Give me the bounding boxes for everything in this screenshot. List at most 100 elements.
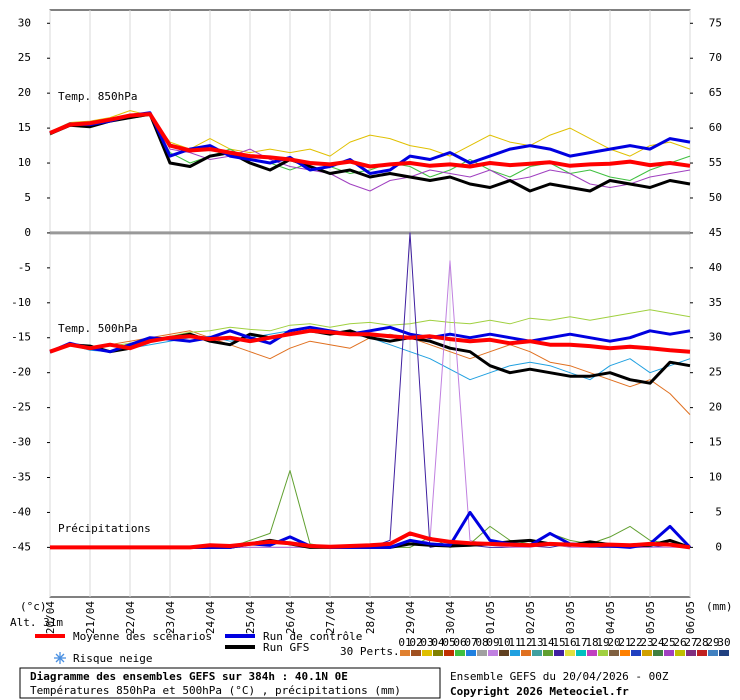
perturbation-swatch xyxy=(543,650,553,656)
x-tick-label: 26/04 xyxy=(284,601,297,634)
x-tick-label: 30/04 xyxy=(444,601,457,634)
perturbation-swatch xyxy=(598,650,608,656)
perturbation-swatch xyxy=(499,650,509,656)
perturbation-number: 13 xyxy=(530,636,543,649)
chart-subtitle: Températures 850hPa et 500hPa (°C) , pré… xyxy=(30,684,401,697)
perturbation-swatch xyxy=(422,650,432,656)
perturbation-number: 06 xyxy=(453,636,466,649)
series-line xyxy=(49,112,691,169)
perturbation-number: 01 xyxy=(398,636,411,649)
perturbation-swatch xyxy=(400,650,410,656)
x-tick-label: 21/04 xyxy=(84,601,97,634)
altitude: Alt. 31m xyxy=(10,616,63,629)
y-tick-label: 5 xyxy=(24,191,31,204)
perturbation-swatch xyxy=(642,650,652,656)
x-tick-label: 03/05 xyxy=(564,601,577,634)
y-axis-label: (°c) xyxy=(20,600,47,613)
snow-icon xyxy=(54,652,66,664)
perturbation-swatch xyxy=(587,650,597,656)
perturbation-number: 10 xyxy=(497,636,510,649)
x-tick-label: 29/04 xyxy=(404,601,417,634)
series-line xyxy=(49,328,691,354)
perturbation-swatch xyxy=(664,650,674,656)
perturbation-number: 03 xyxy=(420,636,433,649)
y2-tick-label: 10 xyxy=(709,471,722,484)
panel-label: Temp. 500hPa xyxy=(58,322,137,335)
perturbation-swatch xyxy=(697,650,707,656)
perturbation-number: 28 xyxy=(695,636,708,649)
perturbation-number: 29 xyxy=(706,636,719,649)
perturbation-number: 04 xyxy=(431,636,445,649)
perturbation-number: 16 xyxy=(563,636,576,649)
x-tick-label: 28/04 xyxy=(364,601,377,634)
perturbation-swatch xyxy=(631,650,641,656)
x-tick-label: 01/05 xyxy=(484,601,497,634)
perturbation-number: 19 xyxy=(596,636,609,649)
y2-tick-label: 60 xyxy=(709,121,722,134)
y-tick-label: -40 xyxy=(11,505,31,518)
y2-axis-label: (mm) xyxy=(706,600,733,613)
y-tick-label: 10 xyxy=(18,156,31,169)
perturbation-swatch xyxy=(488,650,498,656)
perturbation-number: 02 xyxy=(409,636,422,649)
y2-tick-label: 30 xyxy=(709,331,722,344)
title-box xyxy=(19,667,441,699)
perturbation-number: 07 xyxy=(464,636,477,649)
perturbation-number: 25 xyxy=(662,636,675,649)
perturbation-number: 23 xyxy=(640,636,653,649)
y-tick-label: -35 xyxy=(11,471,31,484)
perturbation-number: 21 xyxy=(618,636,631,649)
perturbation-swatch xyxy=(466,650,476,656)
y2-tick-label: 40 xyxy=(709,261,722,274)
x-tick-label: 23/04 xyxy=(164,601,177,634)
x-tick-label: 27/04 xyxy=(324,601,337,634)
grid xyxy=(49,10,691,597)
perturbation-swatch xyxy=(686,650,696,656)
perturbation-swatch xyxy=(565,650,575,656)
perturbation-swatch xyxy=(675,650,685,656)
perturbation-swatch xyxy=(653,650,663,656)
perturbation-number: 05 xyxy=(442,636,455,649)
x-tick-label: 06/05 xyxy=(684,601,697,634)
y-tick-label: -30 xyxy=(11,436,31,449)
perturbation-swatch xyxy=(455,650,465,656)
y-tick-label: -20 xyxy=(11,366,31,379)
perturbation-swatch xyxy=(620,650,630,656)
y2-tick-label: 55 xyxy=(709,156,722,169)
x-tick-label: 24/04 xyxy=(204,601,217,634)
x-tick-label: 05/05 xyxy=(644,601,657,634)
perturbation-number: 11 xyxy=(508,636,521,649)
perturbation-swatch xyxy=(411,650,421,656)
perturbation-number: 22 xyxy=(629,636,642,649)
y2-tick-label: 75 xyxy=(709,16,722,29)
legend-label: Run de contrôle xyxy=(263,630,362,643)
y2-tick-label: 50 xyxy=(709,191,722,204)
snow-label: Risque neige xyxy=(73,652,152,665)
perturbation-swatch xyxy=(521,650,531,656)
x-tick-label: 02/05 xyxy=(524,601,537,634)
y2-tick-label: 5 xyxy=(715,505,722,518)
series-line xyxy=(50,531,691,550)
y2-tick-label: 25 xyxy=(709,366,722,379)
perturbation-swatch xyxy=(433,650,443,656)
y2-tick-label: 35 xyxy=(709,296,722,309)
perturbation-swatch xyxy=(510,650,520,656)
y-tick-label: 25 xyxy=(18,51,31,64)
perturbation-number: 18 xyxy=(585,636,598,649)
panel-label: Temp. 850hPa xyxy=(58,90,137,103)
y-tick-label: -10 xyxy=(11,296,31,309)
panel-label: Précipitations xyxy=(58,522,151,535)
x-tick-label: 22/04 xyxy=(124,601,137,634)
perturbation-number: 20 xyxy=(607,636,620,649)
y-tick-label: 20 xyxy=(18,86,31,99)
perturbation-number: 15 xyxy=(552,636,565,649)
y2-tick-label: 65 xyxy=(709,86,722,99)
perturbation-swatch xyxy=(444,650,454,656)
perturbation-number: 12 xyxy=(519,636,532,649)
perturbation-number: 08 xyxy=(475,636,488,649)
y-tick-label: -15 xyxy=(11,331,31,344)
perturbation-swatch xyxy=(609,650,619,656)
y-tick-label: 15 xyxy=(18,121,31,134)
perturbation-swatch xyxy=(576,650,586,656)
